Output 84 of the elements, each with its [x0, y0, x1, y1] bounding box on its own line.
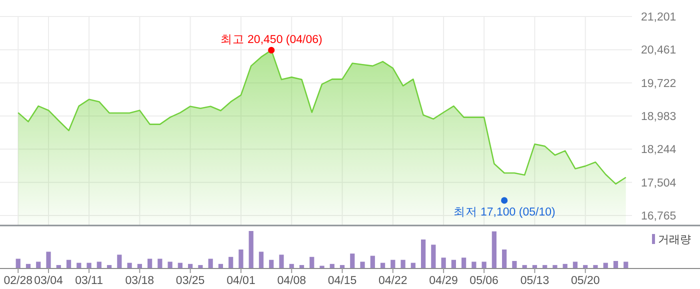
annotation: 최저 17,100 (05/10): [453, 206, 556, 218]
bar: [370, 256, 375, 268]
legend-label: 거래량: [658, 234, 691, 246]
bar: [532, 265, 538, 268]
x-tick-label: 05/20: [570, 275, 600, 287]
bar: [420, 240, 426, 268]
bar: [16, 258, 20, 268]
y-tick-label: 18,244: [641, 144, 677, 156]
bar: [360, 262, 365, 268]
bar: [593, 265, 598, 268]
y-tick-label: 16,765: [641, 210, 676, 222]
y-tick-label: 20,461: [641, 44, 676, 57]
bar: [451, 260, 456, 268]
bar: [178, 262, 182, 268]
bar: [26, 264, 31, 268]
bar: [330, 264, 334, 268]
bar: [400, 260, 406, 268]
bar: [117, 254, 122, 268]
bar: [218, 264, 224, 268]
bar: [76, 262, 82, 268]
legend: 거래량: [652, 234, 691, 246]
bar: [269, 260, 274, 268]
bar: [502, 250, 507, 268]
bar: [562, 264, 568, 268]
bar: [106, 265, 112, 268]
x-tick-label: 04/15: [328, 275, 357, 287]
bar: [158, 258, 162, 268]
bar: [46, 252, 51, 268]
bar: [198, 265, 203, 268]
bar: [583, 265, 588, 268]
bar: [299, 265, 304, 268]
bar: [613, 260, 618, 268]
x-tick-label: 03/04: [34, 275, 64, 287]
x-tick-label: 03/25: [176, 275, 205, 287]
bar: [228, 256, 234, 268]
bar: [188, 264, 193, 268]
bar: [238, 250, 244, 268]
bar: [572, 262, 578, 268]
y-tick-label: 18,983: [641, 110, 676, 123]
bar: [512, 260, 517, 268]
bar: [208, 258, 213, 268]
bar: [168, 262, 172, 268]
bar: [96, 262, 102, 268]
bar: [66, 260, 72, 268]
bar: [127, 262, 132, 268]
bar: [552, 265, 558, 268]
bar: [542, 265, 548, 268]
y-tick-label: 21,201: [641, 12, 676, 24]
x-tick-label: 05/06: [470, 275, 498, 287]
x-tick-label: 04/22: [378, 275, 408, 287]
bar: [350, 254, 355, 268]
bar: [462, 258, 466, 268]
bar: [390, 260, 396, 268]
x-tick-label: 03/18: [125, 275, 154, 287]
bar: [279, 254, 284, 268]
bar: [380, 262, 386, 268]
bar: [522, 265, 527, 268]
bar: [86, 262, 92, 268]
bar: [340, 265, 345, 268]
bar: [56, 265, 61, 268]
bar: [248, 231, 254, 268]
bar: [441, 258, 446, 268]
y-tick-label: 19,722: [641, 78, 676, 90]
bar: [148, 258, 152, 268]
bar: [492, 231, 496, 268]
y-tick-label: 17,504: [641, 177, 677, 190]
bar: [410, 262, 416, 268]
x-tick-label: 05/13: [520, 275, 550, 287]
bar: [482, 262, 486, 268]
x-tick-label: 04/01: [226, 275, 256, 287]
bar: [289, 264, 294, 268]
x-tick-label: 02/28: [4, 275, 33, 287]
x-tick-label: 04/29: [429, 275, 458, 287]
x-tick-label: 03/11: [75, 275, 103, 287]
bar: [137, 264, 142, 268]
bar: [258, 252, 264, 268]
bar: [431, 244, 436, 268]
bar: [310, 256, 314, 268]
bar: [36, 262, 41, 268]
annotation: 최고 20,450 (04/06): [220, 34, 323, 46]
bar: [624, 262, 628, 268]
bar: [603, 262, 608, 268]
bar: [472, 262, 476, 268]
x-tick-label: 04/08: [277, 275, 306, 287]
